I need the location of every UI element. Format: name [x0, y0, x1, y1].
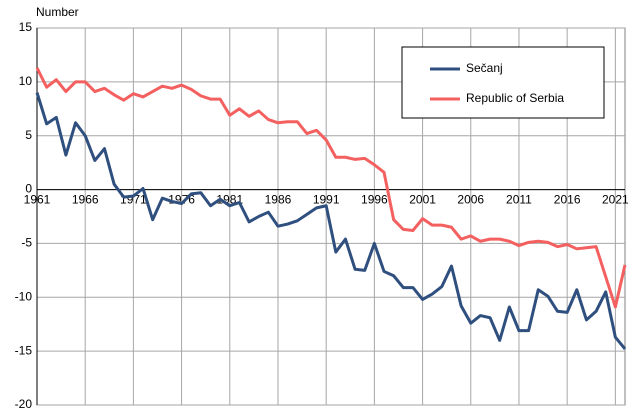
x-tick-label: 2021	[602, 193, 629, 207]
legend-label: Sečanj	[466, 61, 503, 75]
y-tick-label: -15	[15, 343, 33, 357]
x-tick-label: 1996	[361, 193, 388, 207]
y-axis-label: Number	[36, 5, 79, 19]
series-line	[35, 92, 627, 350]
x-tick-label: 1991	[313, 193, 340, 207]
x-tick-label: 1966	[72, 193, 99, 207]
y-tick-label: -5	[21, 236, 32, 250]
y-tick-label: 15	[19, 20, 33, 34]
legend-box	[401, 46, 605, 119]
series-line	[35, 67, 627, 309]
x-tick-label: 2001	[409, 193, 436, 207]
legend-label: Republic of Serbia	[466, 91, 564, 105]
y-tick-label: 10	[19, 74, 33, 88]
x-tick-label: 2011	[506, 193, 532, 207]
x-tick-label: 1986	[265, 193, 292, 207]
y-tick-label: -20	[15, 397, 33, 408]
y-tick-label: 0	[25, 182, 32, 196]
y-tick-label: 5	[25, 128, 32, 142]
y-tick-label: -10	[15, 289, 33, 303]
x-tick-label: 2016	[554, 193, 581, 207]
x-tick-label: 2006	[457, 193, 484, 207]
